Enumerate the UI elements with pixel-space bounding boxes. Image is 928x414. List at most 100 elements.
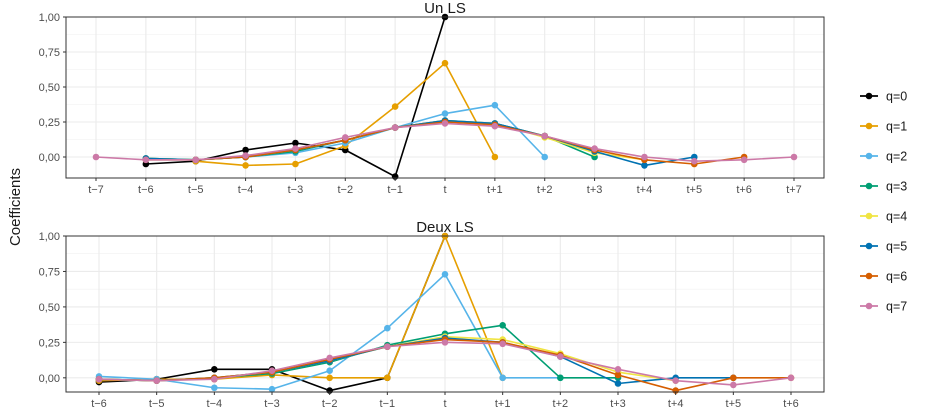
legend-label: q=2 bbox=[886, 150, 907, 164]
data-point bbox=[690, 157, 698, 165]
legend-key-point bbox=[865, 152, 873, 160]
data-point bbox=[441, 339, 449, 346]
legend-item-q=1: q=1 bbox=[860, 120, 907, 134]
data-point bbox=[292, 139, 299, 147]
legend-key-point bbox=[865, 272, 873, 280]
x-tick-label: t−2 bbox=[322, 398, 338, 410]
data-point bbox=[384, 374, 391, 382]
x-tick-label: t+3 bbox=[610, 398, 626, 410]
data-point bbox=[326, 367, 333, 375]
data-point bbox=[614, 371, 622, 379]
data-point bbox=[92, 153, 100, 161]
legend-key-point bbox=[865, 122, 873, 130]
data-point bbox=[95, 375, 103, 383]
data-point bbox=[211, 366, 218, 373]
x-tick-label: t bbox=[443, 184, 446, 196]
data-point bbox=[730, 374, 737, 382]
x-tick-label: t+6 bbox=[736, 184, 752, 196]
data-point bbox=[326, 374, 333, 382]
data-point bbox=[491, 122, 499, 130]
legend-item-q=3: q=3 bbox=[860, 180, 907, 194]
data-point bbox=[672, 377, 679, 384]
data-point bbox=[499, 374, 506, 382]
data-point bbox=[211, 384, 218, 392]
data-point bbox=[326, 354, 333, 362]
data-point bbox=[441, 59, 449, 67]
x-tick-label: t bbox=[443, 398, 446, 410]
x-tick-label: t+2 bbox=[553, 398, 569, 410]
x-tick-label: t+4 bbox=[668, 398, 684, 410]
y-tick-label: 0,50 bbox=[39, 302, 60, 314]
legend-label: q=1 bbox=[886, 120, 907, 134]
data-point bbox=[557, 353, 564, 360]
legend-key-point bbox=[865, 92, 873, 100]
y-tick-label: 0,75 bbox=[39, 47, 60, 59]
legend-key-point bbox=[865, 182, 873, 190]
legend-label: q=0 bbox=[886, 90, 907, 104]
x-tick-label: t−4 bbox=[238, 184, 254, 196]
x-tick-label: t+5 bbox=[686, 184, 702, 196]
data-point bbox=[591, 145, 598, 152]
data-point bbox=[441, 270, 449, 278]
y-tick-label: 0,00 bbox=[39, 373, 60, 385]
legend-label: q=5 bbox=[886, 240, 907, 254]
x-tick-label: t−5 bbox=[149, 398, 165, 410]
x-tick-label: t−7 bbox=[88, 184, 104, 196]
data-point bbox=[730, 381, 737, 389]
x-tick-label: t−4 bbox=[207, 398, 223, 410]
data-point bbox=[740, 156, 748, 164]
data-point bbox=[641, 153, 648, 161]
legend-item-q=4: q=4 bbox=[860, 210, 907, 224]
data-point bbox=[242, 162, 249, 169]
legend-label: q=7 bbox=[886, 300, 907, 314]
legend-item-q=5: q=5 bbox=[860, 240, 907, 254]
legend-label: q=6 bbox=[886, 270, 907, 284]
legend-label: q=4 bbox=[886, 210, 907, 224]
data-point bbox=[242, 146, 249, 154]
y-tick-label: 0,25 bbox=[39, 337, 60, 349]
series-q=7 bbox=[92, 120, 798, 165]
legend-key-point bbox=[865, 242, 873, 250]
y-tick-label: 1,00 bbox=[39, 231, 60, 243]
data-point bbox=[614, 380, 622, 387]
data-point bbox=[292, 160, 299, 168]
series-line bbox=[98, 235, 504, 382]
x-tick-label: t+7 bbox=[786, 184, 802, 196]
data-point bbox=[242, 152, 249, 159]
x-tick-label: t−3 bbox=[288, 184, 304, 196]
data-point bbox=[541, 132, 549, 140]
x-tick-label: t+2 bbox=[537, 184, 553, 196]
data-point bbox=[790, 153, 798, 161]
data-point bbox=[268, 367, 276, 375]
data-point bbox=[192, 156, 200, 164]
data-point bbox=[292, 145, 299, 152]
series-q=7 bbox=[95, 339, 795, 389]
panel-2: Deux LS 0,00 0,25 0,50 0,75 1,00 t−6 t−5 t−4 t−3 t… bbox=[39, 219, 825, 410]
y-tick-label: 0,75 bbox=[39, 266, 60, 278]
panel-title: Un LS bbox=[424, 0, 466, 17]
data-point bbox=[268, 385, 276, 393]
data-point bbox=[491, 153, 499, 161]
y-tick-label: 0,25 bbox=[39, 117, 60, 129]
data-point bbox=[499, 322, 506, 329]
x-tick-label: t−1 bbox=[387, 184, 403, 196]
legend-key-point bbox=[865, 212, 873, 220]
panel-title: Deux LS bbox=[416, 219, 474, 236]
legend-item-q=6: q=6 bbox=[860, 270, 907, 284]
x-tick-label: t+6 bbox=[783, 398, 799, 410]
legend-item-q=2: q=2 bbox=[860, 150, 907, 164]
data-point bbox=[391, 103, 399, 110]
x-tick-label: t+5 bbox=[726, 398, 742, 410]
data-point bbox=[384, 324, 391, 332]
legend-item-q=7: q=7 bbox=[860, 300, 907, 314]
data-point bbox=[341, 134, 349, 141]
panel-1: Un LS 0,00 0,25 0,50 0,75 1,00 t−7 t−6 t−5 t−4 t−3… bbox=[39, 0, 825, 196]
x-tick-label: t−6 bbox=[91, 398, 107, 410]
data-point bbox=[391, 124, 399, 131]
x-tick-label: t+1 bbox=[487, 184, 503, 196]
data-point bbox=[499, 340, 506, 348]
data-point bbox=[441, 120, 449, 127]
x-tick-label: t−5 bbox=[188, 184, 204, 196]
x-tick-label: t−6 bbox=[138, 184, 154, 196]
